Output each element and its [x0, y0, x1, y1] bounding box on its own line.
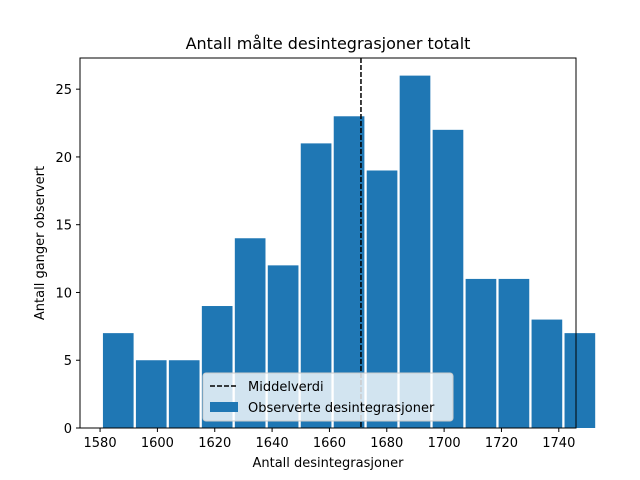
y-tick-label: 5 — [64, 354, 72, 369]
histogram-bar — [498, 278, 530, 428]
x-tick-label: 1720 — [485, 436, 518, 451]
histogram-bar — [168, 360, 200, 428]
histogram-bar — [135, 360, 167, 428]
y-tick-label: 20 — [55, 151, 72, 166]
x-axis: 1580 1600 1620 1640 1660 1680 1700 1720 1740 — [84, 428, 575, 451]
x-tick-label: 1620 — [198, 436, 231, 451]
x-tick-label: 1660 — [313, 436, 346, 451]
histogram-bar — [564, 333, 596, 428]
y-tick-label: 15 — [55, 219, 72, 234]
plot-frame — [79, 57, 577, 429]
legend-bar-swatch — [210, 402, 238, 412]
x-axis-label: Antall desintegrasjoner — [252, 456, 404, 471]
x-tick-label: 1580 — [84, 436, 117, 451]
x-tick-label: 1600 — [141, 436, 174, 451]
legend: Middelverdi Observerte desintegrasjoner — [202, 372, 454, 422]
histogram-bar — [531, 319, 563, 428]
y-tick-label: 25 — [55, 83, 72, 98]
y-axis: 0 5 10 15 20 25 — [55, 83, 80, 437]
legend-bar-label: Observerte desintegrasjoner — [248, 401, 435, 416]
x-tick-label: 1740 — [542, 436, 575, 451]
histogram-bar — [465, 278, 497, 428]
y-tick-label: 0 — [64, 422, 72, 437]
y-axis-label: Antall ganger observert — [33, 166, 48, 320]
chart-title: Antall målte desintegrasjoner totalt — [186, 34, 471, 53]
x-tick-label: 1640 — [256, 436, 289, 451]
histogram-bar — [102, 333, 134, 428]
histogram-bar — [399, 75, 431, 428]
legend-mean-label: Middelverdi — [248, 380, 324, 395]
y-tick-label: 10 — [55, 286, 72, 301]
legend-box — [202, 372, 454, 422]
x-tick-label: 1680 — [370, 436, 403, 451]
x-tick-label: 1700 — [428, 436, 461, 451]
